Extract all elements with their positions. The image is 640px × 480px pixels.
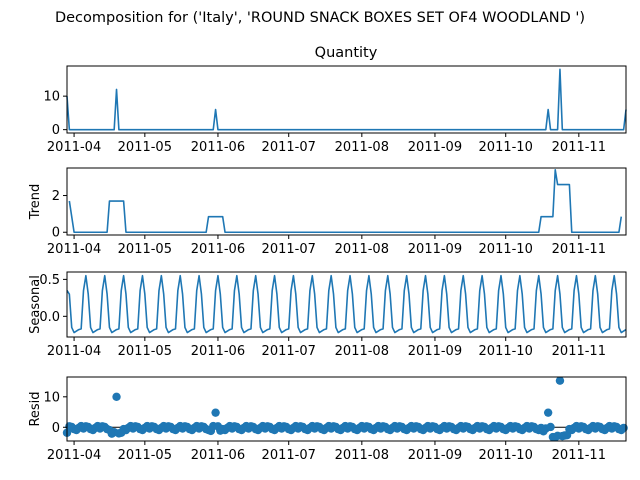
resid-point — [206, 426, 216, 436]
y-axis-label: Resid — [28, 391, 43, 426]
x-tick-label: 2011-08 — [335, 448, 389, 463]
axes-frame — [66, 65, 627, 134]
x-tick-label: 2011-06 — [191, 140, 245, 155]
x-tick-label: 2011-08 — [335, 140, 389, 155]
x-tick-label: 2011-06 — [191, 448, 245, 463]
y-tick-label: 10 — [43, 90, 60, 105]
x-tick-label: 2011-10 — [479, 448, 533, 463]
x-tick-label: 2011-10 — [479, 242, 533, 257]
y-axis-label: Trend — [28, 184, 43, 221]
resid-point — [543, 408, 553, 417]
x-tick-label: 2011-07 — [262, 140, 316, 155]
axes-frame — [66, 271, 627, 338]
x-tick-label: 2011-07 — [262, 344, 316, 359]
x-tick-label: 2011-05 — [118, 140, 172, 155]
x-tick-label: 2011-05 — [118, 448, 172, 463]
x-tick-label: 2011-04 — [47, 140, 101, 155]
panel-observed: 0 10 2011-04 2011-05 2011-06 2011-07 2011-08 20… — [43, 65, 627, 155]
x-tick-label: 2011-11 — [552, 242, 606, 257]
panel-resid: 0 10 2011-04 2011-05 2011-06 2011-07 2011-08 20… — [28, 376, 628, 463]
resid-point — [619, 423, 628, 433]
x-tick-label: 2011-09 — [408, 344, 462, 359]
resid-point — [211, 408, 220, 417]
y-tick-label: 2 — [52, 189, 60, 204]
x-tick-label: 2011-10 — [479, 140, 533, 155]
x-tick-label: 2011-05 — [118, 242, 172, 257]
y-tick-label: 0 — [52, 421, 60, 436]
resid-point — [216, 426, 225, 435]
y-tick-label: 0 — [52, 123, 60, 138]
x-tick-label: 2011-09 — [408, 140, 462, 155]
panel-title-quantity: Quantity — [315, 45, 378, 61]
panel-trend: 0 2 2011-04 2011-05 2011-06 2011-07 2011-08 201… — [28, 167, 627, 257]
resid-point — [546, 422, 555, 432]
y-axis-label: Seasonal — [28, 275, 43, 334]
x-tick-label: 2011-06 — [191, 344, 245, 359]
x-tick-label: 2011-04 — [47, 448, 101, 463]
x-tick-label: 2011-11 — [552, 140, 606, 155]
axes-frame — [66, 167, 627, 236]
x-tick-label: 2011-08 — [335, 344, 389, 359]
x-tick-label: 2011-06 — [191, 242, 245, 257]
y-tick-label: 0 — [52, 226, 60, 241]
x-tick-label: 2011-05 — [118, 344, 172, 359]
axes-frame — [66, 376, 627, 442]
x-tick-label: 2011-07 — [262, 448, 316, 463]
x-tick-label: 2011-11 — [552, 344, 606, 359]
resid-point — [555, 376, 565, 385]
x-tick-label: 2011-07 — [262, 242, 316, 257]
x-tick-label: 2011-09 — [408, 242, 462, 257]
resid-point — [112, 392, 121, 402]
resid-point — [117, 428, 126, 437]
x-tick-label: 2011-08 — [335, 242, 389, 257]
x-tick-label: 2011-04 — [47, 242, 101, 257]
figure-suptitle: Decomposition for ('Italy', 'ROUND SNACK… — [55, 10, 585, 26]
y-tick-label: 0.5 — [39, 273, 60, 288]
series-line-seasonal — [66, 274, 627, 334]
series-line-trend — [68, 169, 623, 234]
x-tick-label: 2011-10 — [479, 344, 533, 359]
panel-seasonal: 0.0 0.5 2011-04 2011-05 2011-06 2011-07 2011-0… — [28, 271, 627, 359]
resid-point — [107, 429, 117, 438]
resid-point — [539, 427, 548, 436]
resid-point — [562, 431, 572, 440]
y-tick-label: 0.0 — [39, 310, 60, 325]
x-tick-label: 2011-09 — [408, 448, 462, 463]
y-tick-label: 10 — [43, 390, 60, 405]
series-line-observed — [66, 68, 627, 131]
x-tick-label: 2011-11 — [552, 448, 606, 463]
x-tick-label: 2011-04 — [47, 344, 101, 359]
